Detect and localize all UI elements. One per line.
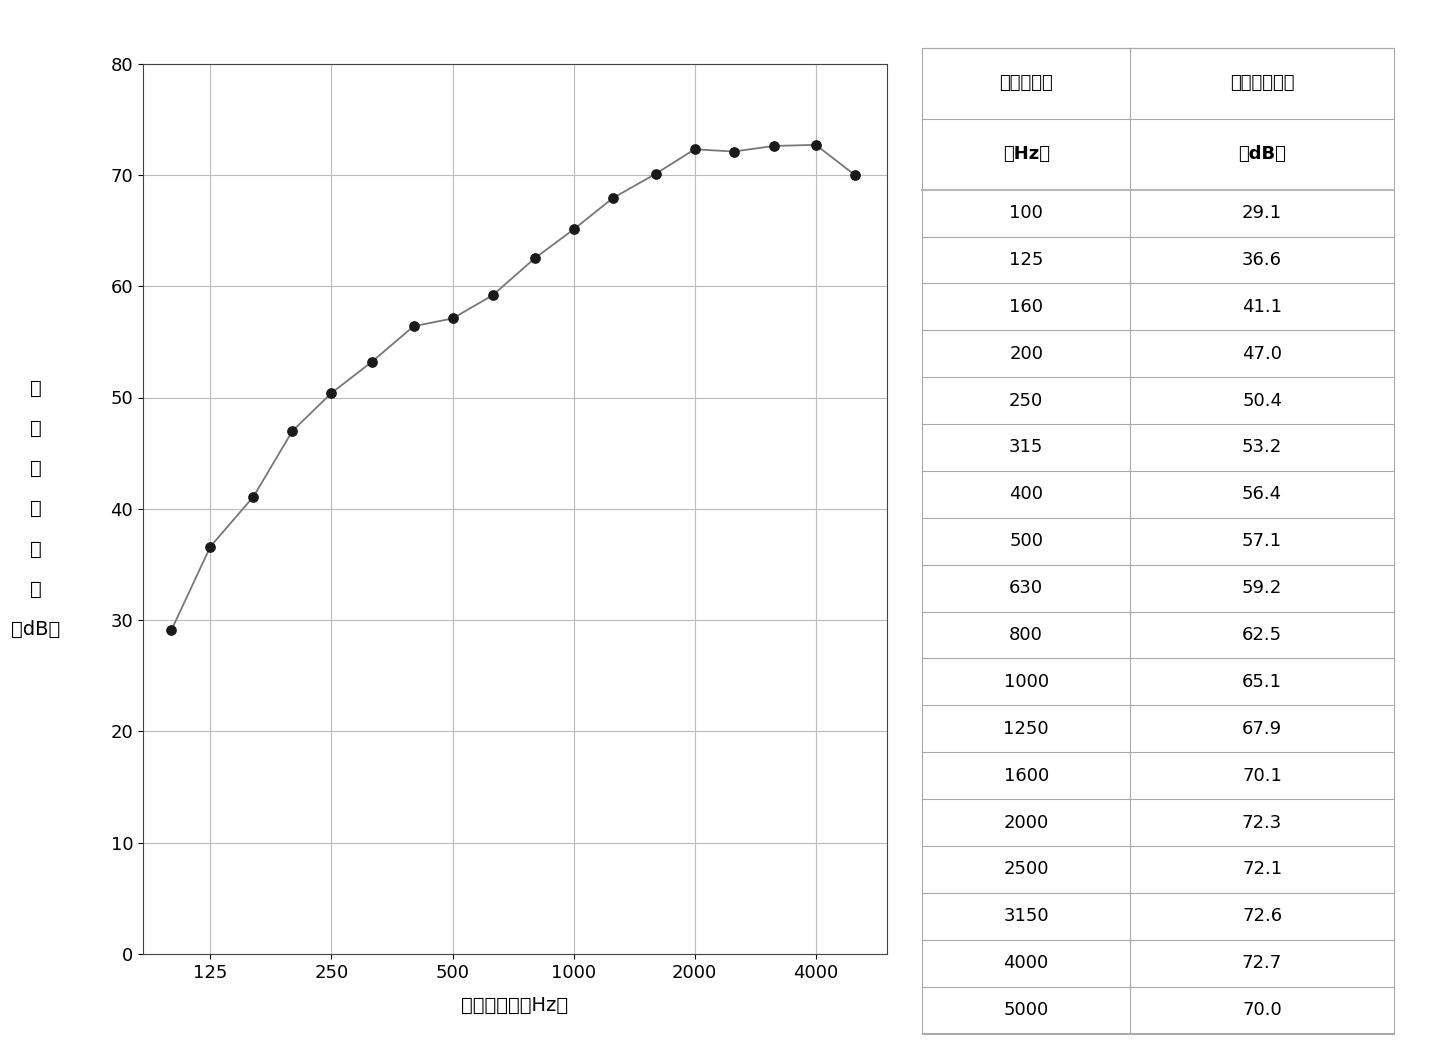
Text: 72.1: 72.1 xyxy=(1243,861,1283,879)
Text: 72.3: 72.3 xyxy=(1243,813,1283,831)
Point xyxy=(360,353,383,370)
Text: 100: 100 xyxy=(1010,205,1042,223)
Text: 損: 損 xyxy=(30,540,41,559)
Text: 響: 響 xyxy=(30,419,41,438)
Text: 2000: 2000 xyxy=(1004,813,1048,831)
Text: 36.6: 36.6 xyxy=(1243,251,1283,269)
Point xyxy=(320,385,343,402)
Point xyxy=(804,137,827,154)
Text: 2500: 2500 xyxy=(1004,861,1050,879)
Text: 音響透過損失: 音響透過損失 xyxy=(1230,74,1294,92)
Point xyxy=(722,143,745,160)
Point xyxy=(282,422,305,439)
Text: （dB）: （dB） xyxy=(11,620,60,639)
Point xyxy=(684,141,706,158)
Text: 70.0: 70.0 xyxy=(1243,1001,1281,1019)
Text: 62.5: 62.5 xyxy=(1243,626,1283,644)
Point xyxy=(402,318,425,335)
Text: 41.1: 41.1 xyxy=(1243,298,1283,316)
Point xyxy=(645,165,668,182)
Text: 過: 過 xyxy=(30,499,41,518)
Text: 1000: 1000 xyxy=(1004,673,1048,691)
Text: 失: 失 xyxy=(30,580,41,599)
Text: 500: 500 xyxy=(1010,532,1042,550)
Text: 中心周波数: 中心周波数 xyxy=(1000,74,1052,92)
Text: （dB）: （dB） xyxy=(1238,145,1286,163)
Text: 315: 315 xyxy=(1010,439,1044,457)
Point xyxy=(762,138,785,155)
Text: 400: 400 xyxy=(1010,485,1042,504)
Text: 200: 200 xyxy=(1010,344,1042,363)
Point xyxy=(844,166,867,183)
Point xyxy=(199,538,222,555)
Point xyxy=(242,488,265,505)
Point xyxy=(482,286,505,303)
Text: 72.6: 72.6 xyxy=(1243,907,1283,925)
Text: 65.1: 65.1 xyxy=(1243,673,1283,691)
Text: （Hz）: （Hz） xyxy=(1002,145,1050,163)
Text: 1250: 1250 xyxy=(1004,720,1050,738)
Point xyxy=(601,190,623,207)
Text: 630: 630 xyxy=(1010,579,1044,597)
Point xyxy=(440,310,463,326)
Point xyxy=(523,250,546,267)
Text: 1600: 1600 xyxy=(1004,766,1048,784)
Text: 56.4: 56.4 xyxy=(1243,485,1283,504)
Text: 57.1: 57.1 xyxy=(1243,532,1283,550)
Text: 透: 透 xyxy=(30,459,41,478)
Text: 250: 250 xyxy=(1010,391,1044,409)
Text: 47.0: 47.0 xyxy=(1243,344,1283,363)
Text: 72.7: 72.7 xyxy=(1243,954,1283,972)
Text: 160: 160 xyxy=(1010,298,1042,316)
Text: 67.9: 67.9 xyxy=(1243,720,1283,738)
Text: 70.1: 70.1 xyxy=(1243,766,1283,784)
Point xyxy=(562,220,585,237)
Text: 59.2: 59.2 xyxy=(1243,579,1283,597)
Text: 音: 音 xyxy=(30,378,41,398)
Text: 125: 125 xyxy=(1010,251,1044,269)
X-axis label: 中心周波数（Hz）: 中心周波数（Hz） xyxy=(462,995,568,1014)
Text: 29.1: 29.1 xyxy=(1243,205,1283,223)
Text: 53.2: 53.2 xyxy=(1243,439,1283,457)
Text: 5000: 5000 xyxy=(1004,1001,1048,1019)
Point xyxy=(160,621,183,638)
Text: 3150: 3150 xyxy=(1004,907,1050,925)
Text: 4000: 4000 xyxy=(1004,954,1048,972)
Text: 800: 800 xyxy=(1010,626,1042,644)
Text: 50.4: 50.4 xyxy=(1243,391,1283,409)
